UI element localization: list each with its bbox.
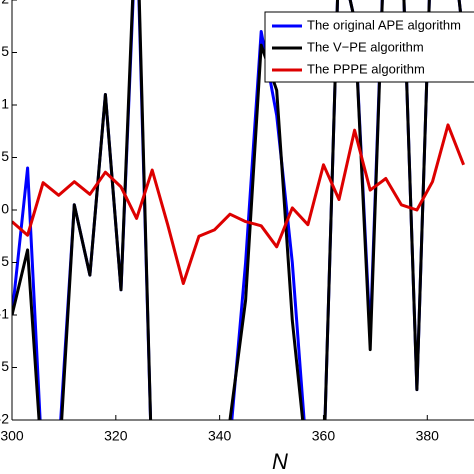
x-axis-label: N bbox=[272, 449, 288, 474]
legend: The original APE algorithm The V−PE algor… bbox=[264, 11, 474, 83]
y-tick-label: 1 bbox=[1, 96, 9, 112]
y-tick-label: 0 bbox=[1, 201, 9, 217]
legend-label: The PPPE algorithm bbox=[307, 61, 425, 76]
y-tick-label: -2 bbox=[0, 411, 9, 427]
y-tick-label: -1 bbox=[0, 306, 9, 322]
series-line bbox=[12, 0, 466, 420]
plot-area bbox=[12, 0, 466, 420]
y-tick-label: -0.5 bbox=[0, 253, 9, 269]
y-tick-label: 2 bbox=[1, 0, 9, 7]
legend-label: The V−PE algorithm bbox=[307, 39, 424, 54]
series-line bbox=[12, 123, 465, 285]
x-tick-label: 300 bbox=[0, 428, 24, 444]
x-tick-label: 340 bbox=[208, 428, 232, 444]
x-tick-label: 320 bbox=[104, 428, 128, 444]
legend-label: The original APE algorithm bbox=[307, 17, 461, 32]
x-tick-label: 360 bbox=[312, 428, 336, 444]
y-tick-label: -1.5 bbox=[0, 358, 9, 374]
y-tick-label: 0.5 bbox=[0, 148, 9, 164]
x-tick-label: 380 bbox=[416, 428, 440, 444]
y-tick-label: 1.5 bbox=[0, 43, 9, 59]
